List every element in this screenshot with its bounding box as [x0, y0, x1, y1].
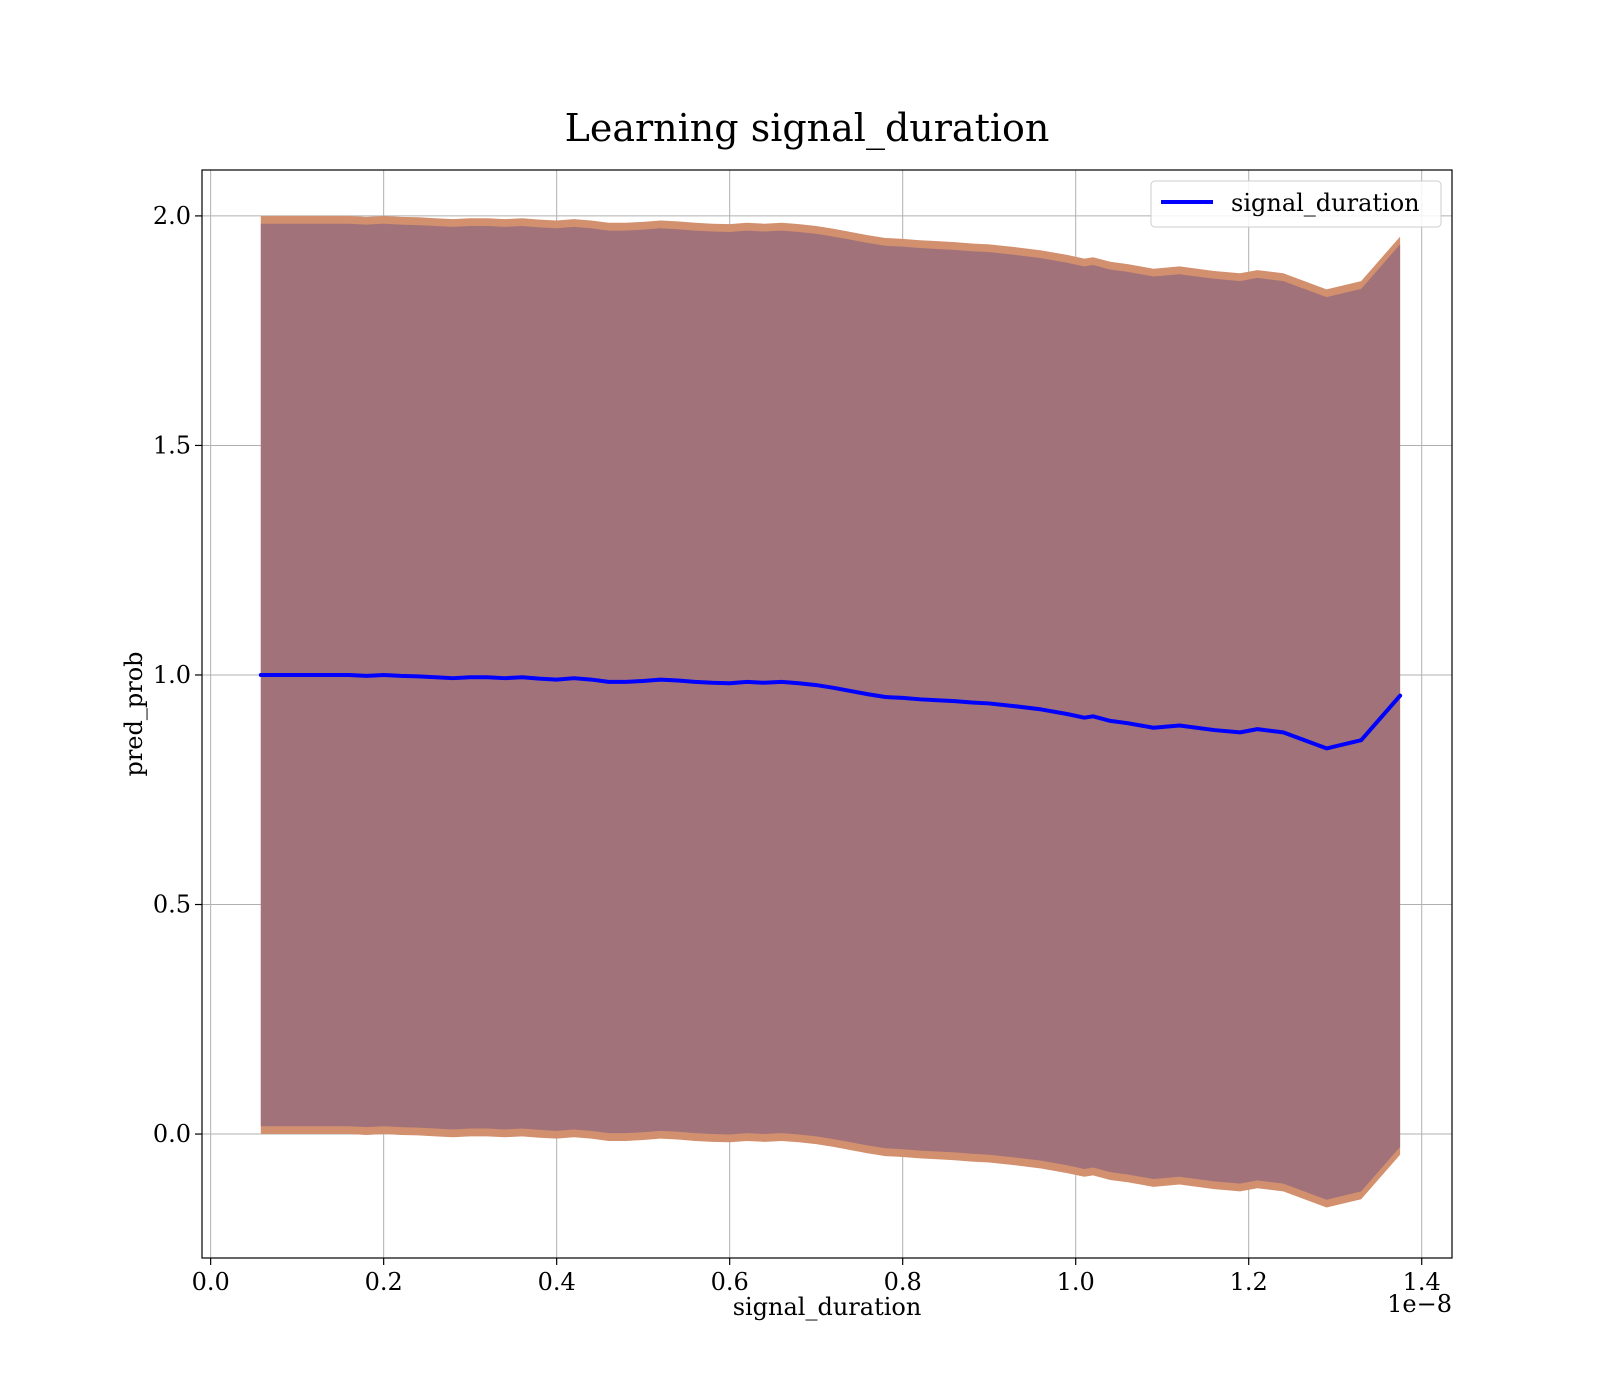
x-tick-label: 0.2 — [365, 1268, 403, 1296]
y-tick-label: 0.0 — [153, 1120, 191, 1148]
x-tick-label: 1.0 — [1057, 1268, 1095, 1296]
chart-title: Learning signal_duration — [565, 106, 1050, 151]
x-tick-label: 0.8 — [884, 1268, 922, 1296]
legend-box — [1150, 180, 1442, 228]
plot-area-frame — [201, 169, 1453, 1259]
band-inner-area — [260, 223, 1401, 1200]
legend: signal_duration — [1150, 180, 1442, 228]
x-axis-label: signal_duration — [733, 1293, 922, 1321]
confidence-band — [260, 215, 1401, 1208]
y-axis-label: pred_prob — [120, 651, 148, 776]
x-tick-label: 0.4 — [538, 1268, 576, 1296]
y-tick-label: 2.0 — [153, 202, 191, 230]
x-tick-label: 1.2 — [1230, 1268, 1268, 1296]
series-line-signal-duration — [258, 672, 1403, 751]
x-tick-label: 0.6 — [711, 1268, 749, 1296]
x-tick-label: 1.4 — [1403, 1268, 1441, 1296]
y-tick-label: 1.5 — [153, 431, 191, 459]
x-tick-label: 0.0 — [192, 1268, 230, 1296]
y-tick-label: 1.0 — [153, 661, 191, 689]
x-axis-offset-text: 1e−8 — [1387, 1290, 1452, 1318]
series-layer — [258, 672, 1403, 751]
y-tick-label: 0.5 — [153, 891, 191, 919]
y-axis-ticks: 0.0 0.5 1.0 1.5 2.0 — [153, 202, 202, 1148]
x-axis-ticks: 0.0 0.2 0.4 0.6 0.8 1.0 1.2 1.4 — [192, 1258, 1441, 1296]
legend-label: signal_duration — [1231, 189, 1420, 217]
